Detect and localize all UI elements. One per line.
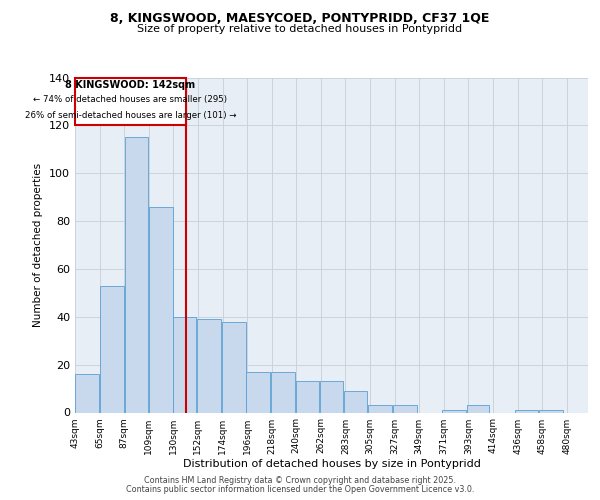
Y-axis label: Number of detached properties: Number of detached properties — [34, 163, 43, 327]
Text: 26% of semi-detached houses are larger (101) →: 26% of semi-detached houses are larger (… — [25, 111, 236, 120]
Bar — [149, 206, 173, 412]
Text: 8, KINGSWOOD, MAESYCOED, PONTYPRIDD, CF37 1QE: 8, KINGSWOOD, MAESYCOED, PONTYPRIDD, CF3… — [110, 12, 490, 26]
Bar — [344, 391, 367, 412]
Text: Size of property relative to detached houses in Pontypridd: Size of property relative to detached ho… — [137, 24, 463, 34]
Bar — [467, 406, 489, 412]
Text: Contains HM Land Registry data © Crown copyright and database right 2025.: Contains HM Land Registry data © Crown c… — [144, 476, 456, 485]
Bar — [515, 410, 538, 412]
Bar — [271, 372, 295, 412]
Bar — [296, 382, 319, 412]
Bar — [125, 138, 148, 412]
Bar — [320, 382, 343, 412]
Bar — [197, 319, 221, 412]
Text: Contains public sector information licensed under the Open Government Licence v3: Contains public sector information licen… — [126, 485, 474, 494]
Bar — [222, 322, 245, 412]
Bar — [75, 78, 185, 126]
Bar — [539, 410, 563, 412]
Text: 8 KINGSWOOD: 142sqm: 8 KINGSWOOD: 142sqm — [65, 80, 196, 90]
Bar — [368, 406, 392, 412]
Bar — [76, 374, 99, 412]
Text: ← 74% of detached houses are smaller (295): ← 74% of detached houses are smaller (29… — [34, 96, 227, 104]
Bar — [100, 286, 124, 412]
X-axis label: Distribution of detached houses by size in Pontypridd: Distribution of detached houses by size … — [182, 460, 481, 469]
Bar — [247, 372, 270, 412]
Bar — [393, 406, 416, 412]
Bar — [173, 317, 196, 412]
Bar — [442, 410, 466, 412]
